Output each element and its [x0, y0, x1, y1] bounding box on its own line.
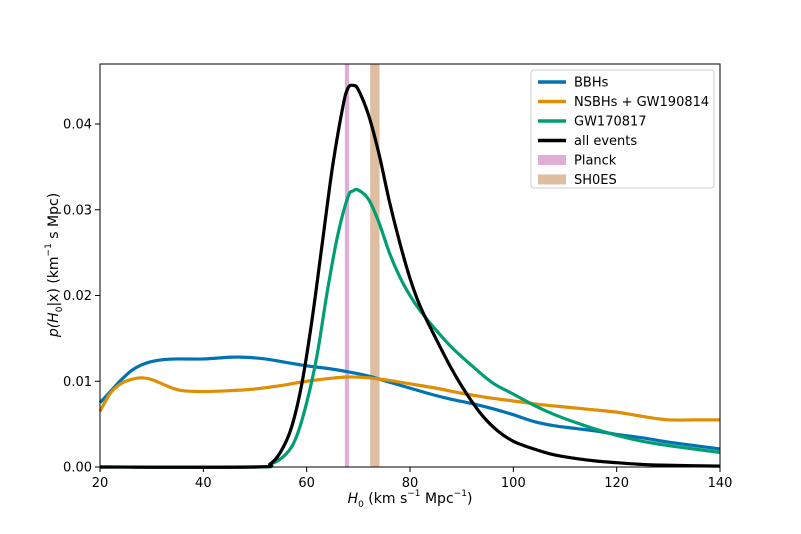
- x-tick-label: 140: [708, 476, 733, 491]
- y-tick-label: 0.00: [63, 461, 92, 476]
- x-tick-label: 80: [402, 476, 419, 491]
- series-line-gw170817: [99, 187, 721, 469]
- x-tick-label: 60: [298, 476, 315, 491]
- band-sh0es: [370, 64, 380, 467]
- legend-label-sh0es: SH0ES: [574, 173, 617, 188]
- x-axis-label: H0 (km s−1 Mpc−1): [348, 489, 473, 510]
- y-axis: 0.00 0.01 0.02 0.03 0.04: [63, 118, 100, 476]
- y-tick-label: 0.02: [63, 289, 92, 304]
- x-tick-label: 20: [92, 476, 109, 491]
- y-tick-label: 0.01: [63, 375, 92, 390]
- legend-swatch-sh0es: [538, 174, 566, 185]
- legend-label-nsbhs-gw190814: NSBHs + GW190814: [574, 95, 709, 110]
- y-tick-label: 0.04: [63, 118, 92, 133]
- legend-items: BBHs NSBHs + GW190814 GW170817 all events Pl…: [538, 76, 709, 188]
- x-tick-label: 40: [195, 476, 212, 491]
- x-tick-label: 100: [501, 476, 526, 491]
- y-tick-label: 0.03: [63, 203, 92, 218]
- legend-swatch-planck: [538, 155, 566, 165]
- legend-label-gw170817: GW170817: [574, 115, 647, 130]
- band-planck: [344, 64, 350, 467]
- legend: BBHs NSBHs + GW190814 GW170817 all events Pl…: [530, 69, 715, 189]
- series-line-bbhs: [98, 355, 721, 451]
- legend-label-bbhs: BBHs: [574, 76, 609, 91]
- x-tick-label: 120: [604, 476, 629, 491]
- x-axis: 20 40 60 80 100 120 140: [92, 467, 733, 491]
- bands-layer: [344, 64, 380, 467]
- legend-label-all-events: all events: [574, 134, 637, 149]
- series-line-all-events: [99, 83, 721, 469]
- y-axis-label: p(H0|x) (km−1 s Mpc): [44, 193, 65, 338]
- series-layer: [98, 83, 721, 469]
- legend-label-planck: Planck: [574, 154, 617, 169]
- legend-box: [530, 69, 715, 189]
- series-line-nsbhs-gw190814: [98, 375, 720, 422]
